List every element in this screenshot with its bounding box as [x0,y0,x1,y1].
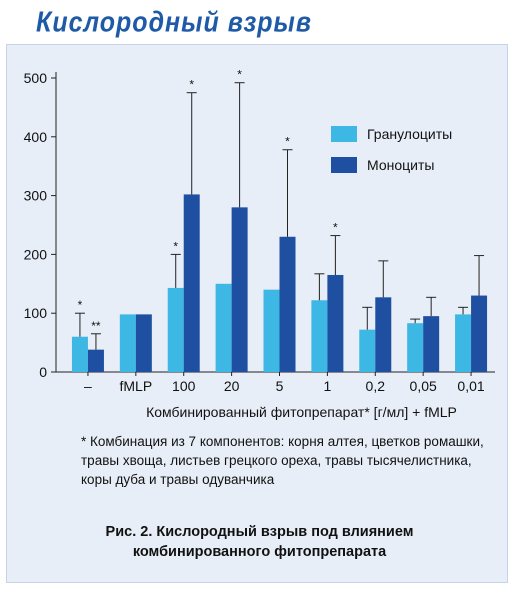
significance-mark: * [285,135,290,149]
footnote: * Комбинация из 7 компонентов: корня алт… [81,434,484,487]
x-tick-label: – [84,378,92,394]
bar-granulocytes [311,300,328,372]
y-tick-label: 200 [24,246,48,262]
significance-mark: * [333,221,338,235]
page-title: Кислородный взрыв [36,6,312,39]
bar-granulocytes [71,336,88,372]
bar-granulocytes [359,329,376,372]
bar-monocytes [135,314,152,372]
x-axis-title: Комбинированный фитопрепарат* [г/мл] + f… [146,404,457,420]
y-tick-label: 0 [39,364,47,380]
bar-monocytes [183,194,200,372]
bar-monocytes [87,349,104,372]
figure-panel [6,44,508,583]
figure-caption: Рис. 2. Кислородный взрыв под влиянием к… [0,522,519,562]
legend-swatch [331,157,357,173]
bar-granulocytes [263,289,280,372]
legend-label: Моноциты [367,157,434,173]
bar-monocytes [279,236,296,372]
x-tick-label: 0,01 [457,378,484,394]
caption-line-1: Рис. 2. Кислородный взрыв под влиянием [105,524,414,540]
x-tick-label: fMLP [119,378,152,394]
caption-line-2: комбинированного фитопрепарата [132,544,387,560]
x-tick-label: 5 [276,378,284,394]
bar-monocytes [423,316,440,372]
bar-monocytes [375,297,392,372]
legend-swatch [331,126,357,142]
significance-mark: * [189,78,194,92]
significance-mark: * [237,68,242,82]
x-tick-label: 0,05 [410,378,437,394]
x-tick-label: 20 [224,378,240,394]
significance-mark: ** [91,319,101,333]
x-tick-label: 1 [323,378,331,394]
bar-granulocytes [167,287,184,372]
legend-label: Гранулоциты [367,126,452,142]
y-tick-label: 400 [24,129,48,145]
bar-monocytes [231,207,248,372]
significance-mark: * [173,239,178,253]
y-tick-label: 500 [24,70,48,86]
y-tick-label: 300 [24,188,48,204]
bar-granulocytes [455,314,472,372]
bar-monocytes [471,295,488,372]
y-tick-label: 100 [24,305,48,321]
bar-granulocytes [407,323,424,372]
x-tick-label: 0,2 [366,378,386,394]
bar-monocytes [327,274,344,372]
bar-granulocytes [119,314,136,372]
x-tick-label: 100 [172,378,196,394]
significance-mark: * [78,298,83,312]
bar-granulocytes [215,283,232,372]
